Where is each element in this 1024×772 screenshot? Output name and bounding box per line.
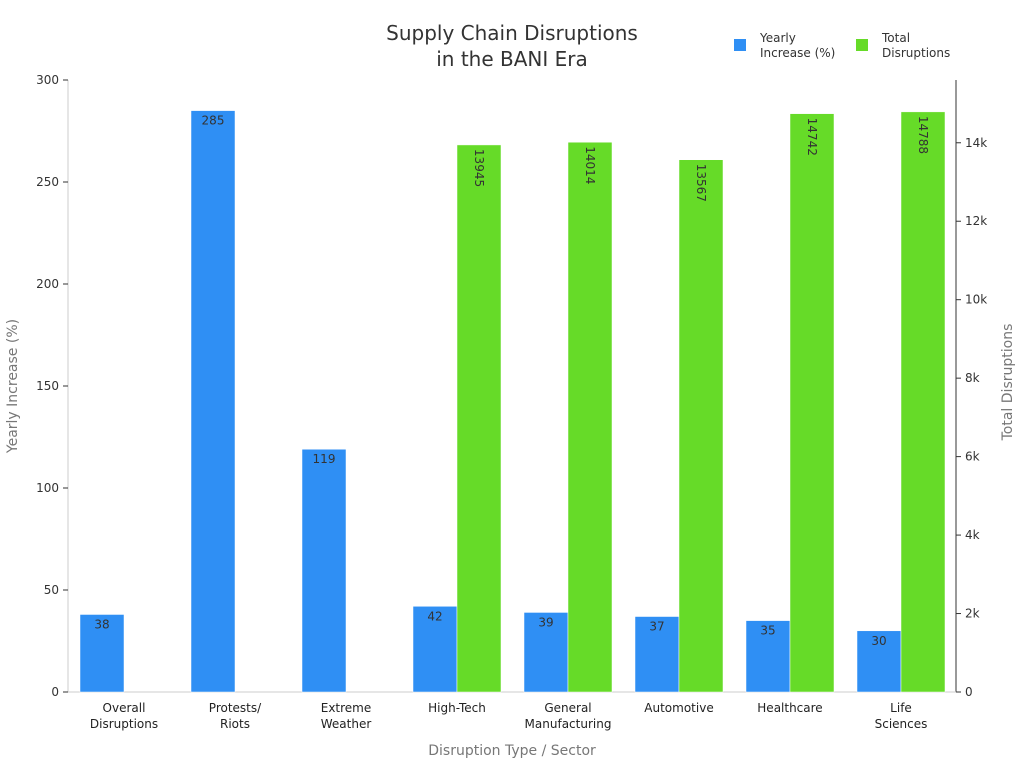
legend-label-0: Increase (%) [760, 46, 835, 60]
bar-total-disruptions [900, 111, 946, 693]
bar-total-disruptions [456, 144, 502, 693]
right-axis-tick-label: 6k [965, 450, 980, 464]
left-axis-tick-label: 50 [44, 583, 59, 597]
left-axis-tick-label: 300 [36, 73, 59, 87]
left-axis-tick-label: 150 [36, 379, 59, 393]
x-axis-category-label: Manufacturing [525, 717, 612, 731]
left-axis-tick-label: 100 [36, 481, 59, 495]
bar-yearly-increase [856, 630, 902, 693]
x-axis-category-label: Automotive [644, 701, 713, 715]
bar-yearly-increase [523, 612, 569, 693]
bar-yearly-increase-label: 38 [94, 617, 109, 631]
bar-yearly-increase-label: 37 [649, 620, 664, 634]
bar-yearly-increase [301, 448, 347, 693]
x-axis-category-label: Weather [321, 717, 372, 731]
bar-yearly-increase [634, 616, 680, 693]
bar-yearly-increase-label: 285 [202, 114, 225, 128]
bar-yearly-increase [412, 606, 458, 693]
legend-swatch-0 [734, 39, 746, 51]
bar-total-disruptions [567, 141, 613, 693]
bar-total-disruptions [789, 113, 835, 693]
x-axis-category-label: General [544, 701, 591, 715]
right-axis-tick-label: 14k [965, 136, 987, 150]
x-axis-title: Disruption Type / Sector [428, 743, 596, 759]
right-axis-tick-label: 8k [965, 371, 980, 385]
bar-total-disruptions [678, 159, 724, 693]
x-axis-category-label: Sciences [875, 717, 928, 731]
x-axis-category-label: Extreme [321, 701, 372, 715]
bar-yearly-increase-label: 119 [313, 452, 336, 466]
x-axis-category-label: Healthcare [757, 701, 822, 715]
bar-yearly-increase-label: 35 [760, 624, 775, 638]
left-axis-tick-label: 200 [36, 277, 59, 291]
left-axis-title: Yearly Increase (%) [5, 319, 21, 454]
x-axis-category-label: Life [890, 701, 912, 715]
x-axis-category-label: Riots [220, 717, 250, 731]
bar-yearly-increase-label: 30 [871, 634, 886, 648]
x-axis-category-label: Overall [103, 701, 146, 715]
legend-label-1: Disruptions [882, 46, 950, 60]
bar-total-disruptions-label: 14014 [583, 146, 597, 184]
right-axis-tick-label: 12k [965, 214, 987, 228]
legend-label-0: Yearly [759, 31, 796, 45]
bar-yearly-increase [190, 110, 236, 693]
bar-total-disruptions-label: 14788 [916, 116, 930, 154]
bar-total-disruptions-label: 13567 [694, 164, 708, 202]
x-axis-category-label: Protests/ [209, 701, 262, 715]
legend-swatch-1 [856, 39, 868, 51]
bar-total-disruptions-label: 14742 [805, 118, 819, 156]
x-axis-category-label: Disruptions [90, 717, 158, 731]
right-axis-title: Total Disruptions [1000, 324, 1016, 442]
chart-title-line: Supply Chain Disruptions [386, 21, 638, 45]
bar-yearly-increase-label: 42 [427, 609, 442, 623]
right-axis-tick-label: 4k [965, 528, 980, 542]
right-axis-tick-label: 10k [965, 293, 987, 307]
bar-total-disruptions-label: 13945 [472, 149, 486, 187]
right-axis-tick-label: 2k [965, 607, 980, 621]
bar-yearly-increase-label: 39 [538, 615, 553, 629]
left-axis-tick-label: 250 [36, 175, 59, 189]
right-axis-tick-label: 0 [965, 685, 973, 699]
bar-yearly-increase [79, 614, 125, 693]
legend-label-1: Total [881, 31, 910, 45]
chart-title-line: in the BANI Era [436, 47, 588, 71]
left-axis-tick-label: 0 [51, 685, 59, 699]
x-axis-category-label: High-Tech [428, 701, 486, 715]
